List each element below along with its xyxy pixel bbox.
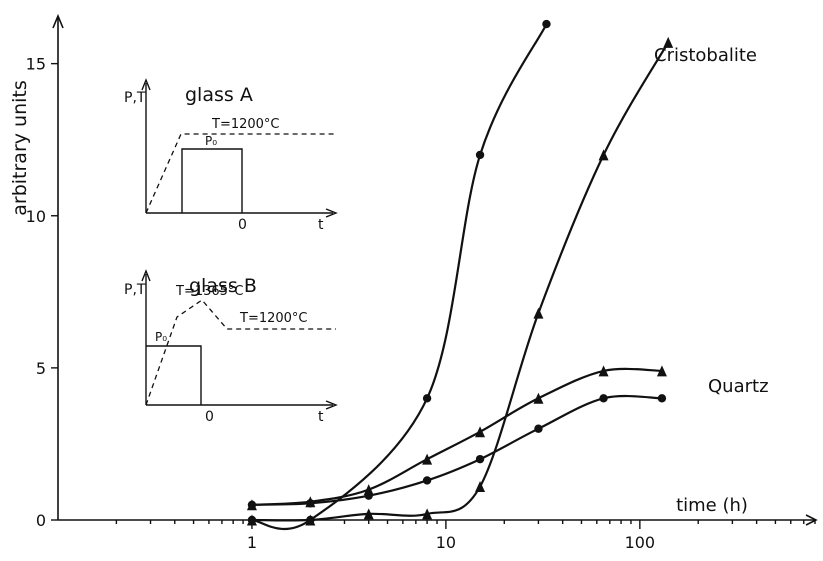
data-point-triangle xyxy=(663,36,674,48)
y-tick-label: 15 xyxy=(26,55,46,74)
inset-b-temperature-peak-label: T=1365°C xyxy=(175,284,244,299)
data-point-triangle xyxy=(475,426,486,438)
axis-tick-labels: 1 10 100 0 5 10 15 xyxy=(26,55,655,552)
y-axis-label: arbitrary units xyxy=(9,80,31,216)
inset-a-t-label: t xyxy=(318,217,324,233)
data-point-circle xyxy=(542,19,551,29)
data-point-triangle xyxy=(598,365,609,377)
y-tick-label: 10 xyxy=(26,207,46,226)
series-curve-3 xyxy=(251,394,662,506)
data-point-circle xyxy=(534,424,543,433)
inset-a-pressure-line xyxy=(181,148,243,213)
data-point-circle xyxy=(364,491,373,500)
inset-glass-a: P,T glass A T=1200°C P₀ 0 t xyxy=(124,78,338,233)
axis-ticks xyxy=(51,62,641,529)
inset-b-temperature-label: T=1200°C xyxy=(239,311,308,326)
data-point-circle xyxy=(422,476,432,485)
inset-a-x-arrow xyxy=(325,208,338,218)
data-point-triangle xyxy=(422,453,433,465)
y-tick-label: 5 xyxy=(36,359,46,378)
y-tick-label: 0 xyxy=(36,511,46,530)
series-markers xyxy=(246,19,674,526)
series-curve-2 xyxy=(251,367,662,506)
inset-b-title: glass B xyxy=(189,275,257,297)
data-point-circle xyxy=(475,150,485,160)
data-point-circle xyxy=(657,394,667,403)
inset-glass-b: P,T glass B T=1365°C T=1200°C P₀ 0 t xyxy=(124,269,338,425)
x-tick-label: 100 xyxy=(625,533,656,552)
x-tick-label: 10 xyxy=(436,533,456,552)
data-point-triangle xyxy=(246,514,257,526)
inset-a-zero-label: 0 xyxy=(238,217,247,233)
inset-b-y-arrow xyxy=(141,269,151,282)
x-tick-label: 1 xyxy=(247,533,257,552)
y-axis-arrow xyxy=(52,13,64,29)
data-point-triangle xyxy=(533,392,544,404)
data-point-triangle xyxy=(305,514,316,526)
annotation-cristobalite: Cristobalite xyxy=(654,45,757,66)
annotation-quartz: Quartz xyxy=(708,376,769,397)
data-point-triangle xyxy=(598,149,609,161)
axes xyxy=(52,13,818,526)
inset-a-pressure-label: P₀ xyxy=(205,134,217,148)
inset-b-zero-label: 0 xyxy=(205,409,214,425)
data-point-triangle xyxy=(533,307,544,319)
inset-b-pressure-line xyxy=(146,345,202,405)
series-curves xyxy=(251,23,670,531)
data-point-circle xyxy=(475,454,485,464)
data-point-triangle xyxy=(475,481,486,493)
inset-a-temperature-label: T=1200°C xyxy=(211,117,280,132)
series-curve-0 xyxy=(251,23,548,531)
inset-b-temperature-line xyxy=(145,299,336,406)
data-point-triangle xyxy=(422,508,433,520)
inset-a-y-arrow xyxy=(141,78,151,91)
data-point-circle xyxy=(247,500,257,509)
data-point-triangle xyxy=(656,365,667,377)
inset-b-x-arrow xyxy=(325,400,338,410)
inset-a-temperature-line xyxy=(145,133,336,214)
inset-b-y-label: P,T xyxy=(124,282,146,298)
inset-a-y-label: P,T xyxy=(124,90,146,106)
data-point-circle xyxy=(306,499,315,508)
data-point-triangle xyxy=(363,508,374,520)
inset-a-title: glass A xyxy=(185,84,253,106)
data-point-circle xyxy=(422,394,432,403)
inset-b-pressure-label: P₀ xyxy=(155,330,167,344)
series-curve-1 xyxy=(251,41,670,522)
inset-b-t-label: t xyxy=(318,409,324,425)
x-axis-arrow xyxy=(805,514,818,526)
x-axis-label: time (h) xyxy=(676,495,748,516)
data-point-circle xyxy=(599,394,608,403)
